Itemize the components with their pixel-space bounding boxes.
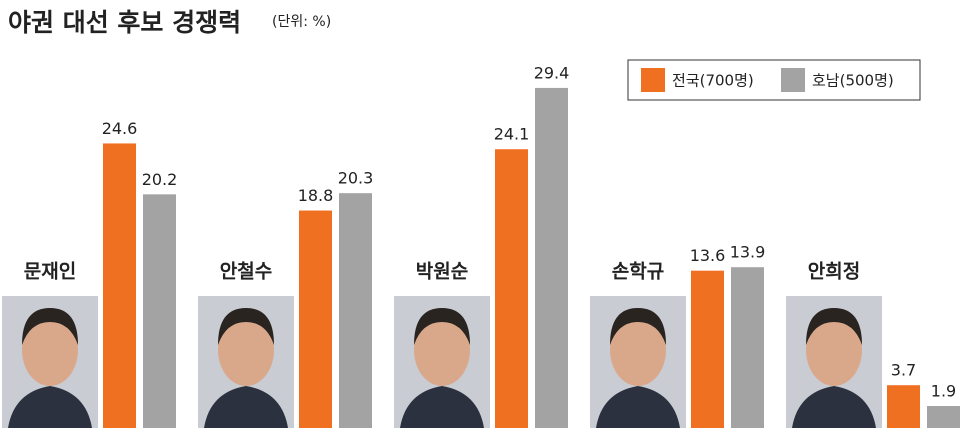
bar xyxy=(927,406,960,428)
chart-subtitle: (단위: %) xyxy=(272,14,331,30)
legend-box xyxy=(627,59,921,101)
portrait-face xyxy=(414,314,470,386)
bar xyxy=(339,193,372,428)
legend-label: 호남(500명) xyxy=(812,72,894,90)
value-label: 3.7 xyxy=(891,361,916,380)
value-label: 24.6 xyxy=(102,119,138,138)
portrait-suit xyxy=(400,386,484,428)
bar xyxy=(143,194,176,428)
portrait-hair xyxy=(610,308,666,345)
portrait-hair xyxy=(806,308,862,345)
chart-title: 야권 대선 후보 경쟁력 xyxy=(8,8,241,37)
value-label: 18.8 xyxy=(298,186,334,205)
portrait-suit xyxy=(792,386,876,428)
legend-swatch xyxy=(781,68,805,92)
portrait-face xyxy=(806,314,862,386)
category-label: 문재인 xyxy=(24,261,76,283)
portrait-hair xyxy=(414,308,470,345)
value-label: 1.9 xyxy=(931,382,956,401)
legend-swatch xyxy=(641,68,665,92)
bar xyxy=(495,149,528,428)
bar xyxy=(299,210,332,428)
portrait-hair xyxy=(22,308,78,345)
bar xyxy=(103,143,136,428)
value-label: 13.9 xyxy=(730,243,766,262)
portrait-hair xyxy=(218,308,274,345)
portrait-face xyxy=(22,314,78,386)
bar xyxy=(535,87,568,428)
category-label: 안희정 xyxy=(808,261,860,283)
bar xyxy=(691,270,724,428)
portrait-suit xyxy=(204,386,288,428)
value-label: 24.1 xyxy=(494,125,530,144)
value-label: 20.3 xyxy=(338,169,374,188)
portrait-suit xyxy=(8,386,92,428)
value-label: 13.6 xyxy=(690,246,726,265)
portrait-face xyxy=(610,314,666,386)
bar xyxy=(887,385,920,428)
portrait-suit xyxy=(596,386,680,428)
bar xyxy=(731,267,764,428)
category-label: 박원순 xyxy=(416,261,468,283)
legend-label: 전국(700명) xyxy=(672,72,754,90)
value-label: 29.4 xyxy=(534,63,570,82)
portrait-face xyxy=(218,314,274,386)
value-label: 20.2 xyxy=(142,170,178,189)
category-label: 안철수 xyxy=(220,261,272,283)
category-label: 손학규 xyxy=(612,261,664,283)
